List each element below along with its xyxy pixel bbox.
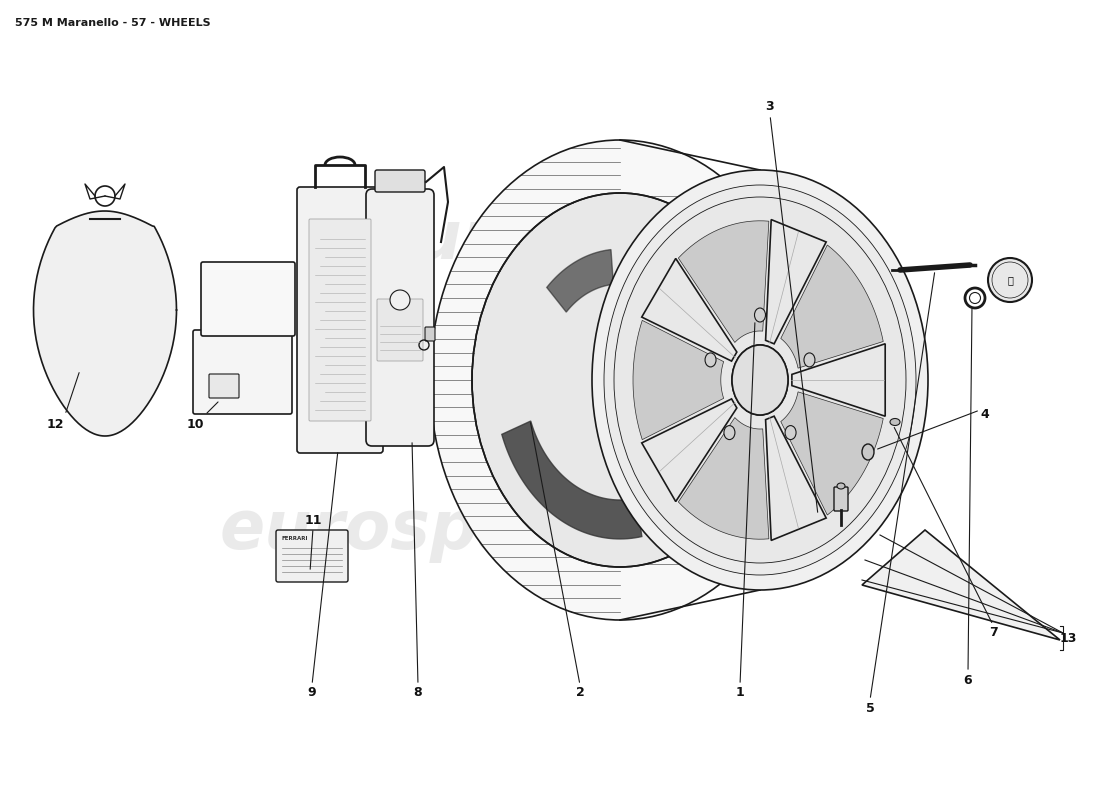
FancyBboxPatch shape [276, 530, 348, 582]
Ellipse shape [890, 418, 900, 426]
Polygon shape [33, 211, 176, 436]
Text: eurospares: eurospares [219, 497, 640, 563]
Polygon shape [679, 418, 769, 539]
Polygon shape [641, 258, 737, 361]
Text: 7: 7 [989, 626, 998, 639]
Ellipse shape [472, 193, 768, 567]
Polygon shape [766, 416, 826, 541]
Ellipse shape [755, 308, 766, 322]
Ellipse shape [732, 345, 788, 415]
Polygon shape [766, 219, 826, 344]
Text: FERRARI: FERRARI [282, 536, 308, 541]
Ellipse shape [732, 345, 788, 415]
Ellipse shape [430, 140, 810, 620]
Text: 🐎: 🐎 [1008, 275, 1013, 285]
Ellipse shape [785, 426, 796, 439]
Polygon shape [792, 344, 886, 416]
Text: 13: 13 [1059, 631, 1077, 645]
Ellipse shape [604, 185, 916, 575]
Text: 12: 12 [46, 418, 64, 431]
Ellipse shape [837, 483, 845, 489]
FancyBboxPatch shape [375, 170, 425, 192]
Ellipse shape [862, 444, 874, 460]
FancyBboxPatch shape [377, 299, 424, 361]
Circle shape [988, 258, 1032, 302]
Ellipse shape [724, 426, 735, 439]
Text: 2: 2 [575, 686, 584, 699]
Polygon shape [547, 250, 614, 312]
FancyBboxPatch shape [192, 330, 292, 414]
Text: 575 M Maranello - 57 - WHEELS: 575 M Maranello - 57 - WHEELS [15, 18, 210, 28]
Text: 9: 9 [308, 686, 317, 699]
FancyBboxPatch shape [425, 327, 435, 341]
FancyBboxPatch shape [366, 189, 434, 446]
Ellipse shape [804, 353, 815, 367]
Polygon shape [679, 221, 769, 342]
Polygon shape [781, 392, 883, 515]
Text: 11: 11 [305, 514, 321, 526]
Text: 4: 4 [980, 407, 989, 421]
Ellipse shape [592, 170, 928, 590]
Polygon shape [632, 320, 724, 440]
FancyBboxPatch shape [834, 487, 848, 511]
Polygon shape [781, 245, 883, 368]
FancyBboxPatch shape [297, 187, 383, 453]
Text: 1: 1 [736, 686, 745, 699]
Text: 6: 6 [964, 674, 972, 686]
Ellipse shape [705, 353, 716, 367]
Text: 3: 3 [766, 101, 774, 114]
Polygon shape [641, 399, 737, 502]
Text: eurospares: eurospares [370, 207, 791, 273]
Ellipse shape [614, 197, 906, 563]
Polygon shape [502, 421, 641, 539]
Text: 10: 10 [186, 418, 204, 431]
Text: 8: 8 [414, 686, 422, 699]
FancyBboxPatch shape [209, 374, 239, 398]
FancyBboxPatch shape [309, 219, 371, 421]
FancyBboxPatch shape [201, 262, 295, 336]
Text: 5: 5 [866, 702, 874, 714]
Polygon shape [862, 530, 1060, 640]
Circle shape [390, 290, 410, 310]
